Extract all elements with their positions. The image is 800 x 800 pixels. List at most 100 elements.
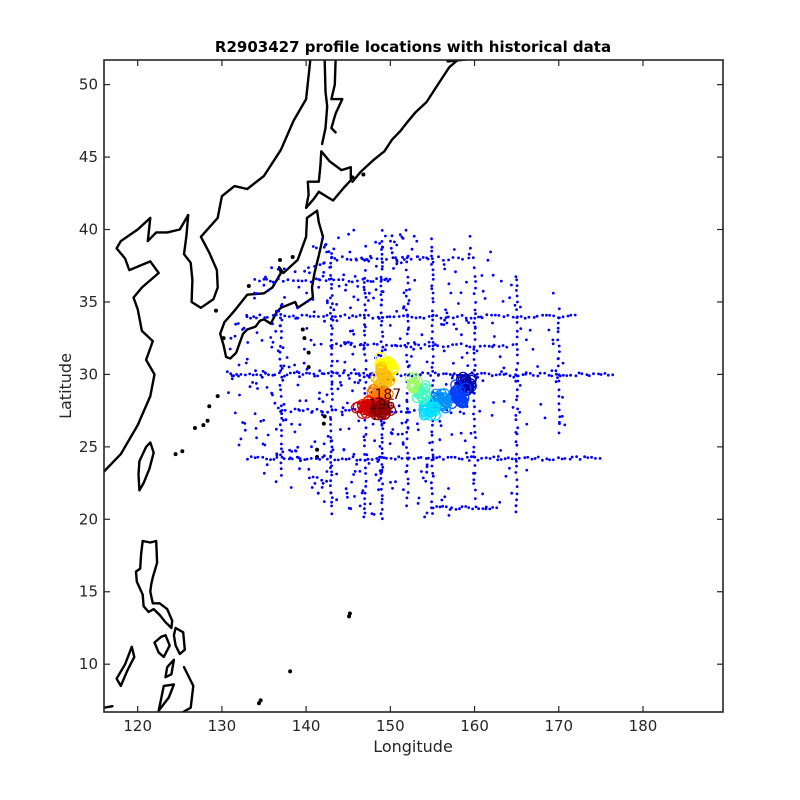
historical-profile-point [450,455,453,459]
historical-profile-point [416,255,420,258]
historical-profile-point [375,457,379,460]
historical-profile-point [337,236,340,240]
historical-profile-point [394,480,397,484]
historical-profile-point [374,288,378,291]
historical-profile-point [358,469,362,473]
historical-profile-point [412,347,415,351]
historical-profile-point [569,313,573,317]
historical-profile-point [255,436,258,440]
historical-profile-point [398,337,402,340]
historical-profile-point [380,316,384,319]
historical-profile-point [514,510,518,514]
historical-profile-point [488,457,492,460]
coastline [320,60,329,146]
historical-profile-point [467,256,471,260]
historical-profile-point [335,319,339,322]
historical-profile-point [329,423,332,426]
historical-profile-point [557,344,561,348]
historical-profile-point [541,313,544,317]
historical-profile-point [406,275,410,279]
historical-profile-point [430,458,434,462]
historical-profile-point [308,372,311,375]
historical-profile-point [427,344,431,348]
profile-location-marker [440,393,452,405]
historical-profile-point [293,430,297,434]
historical-profile-point [390,344,394,348]
historical-profile-point [349,507,353,511]
historical-profile-point [379,419,383,423]
historical-profile-point [280,416,284,420]
historical-profile-point [281,346,285,350]
historical-profile-point [347,457,351,461]
historical-profile-point [379,311,383,315]
historical-profile-point [307,467,311,471]
historical-profile-point [373,439,376,443]
historical-profile-point [583,455,586,459]
historical-profile-point [541,458,544,462]
historical-profile-point [344,457,348,461]
historical-profile-point [406,319,410,323]
historical-profile-point [375,277,378,280]
historical-profile-point [516,426,520,430]
historical-profile-point [343,360,347,364]
historical-profile-point [334,315,337,319]
historical-profile-point [444,316,448,320]
historical-profile-point [515,459,518,463]
historical-profile-point [493,335,496,338]
historical-profile-point [452,372,456,375]
historical-profile-point [364,426,368,430]
historical-profile-point [568,457,572,461]
historical-profile-point [498,500,502,504]
historical-profile-point [364,485,368,488]
historical-profile-point [330,496,334,499]
historical-profile-point [253,291,256,295]
historical-profile-point [329,324,333,327]
historical-profile-point [322,500,326,503]
historical-profile-point [380,248,383,251]
island [221,336,226,341]
historical-profile-point [430,245,434,249]
historical-profile-point [358,504,362,508]
historical-profile-point [347,316,351,320]
historical-profile-point [381,261,384,264]
historical-profile-point [558,415,562,419]
historical-profile-point [560,457,564,461]
historical-profile-point [480,274,484,277]
historical-profile-point [417,496,421,500]
y-tick-label: 20 [79,510,98,528]
historical-profile-point [289,486,293,489]
historical-profile-point [352,295,356,299]
historical-profile-point [395,260,399,263]
historical-profile-point [363,316,366,320]
historical-profile-point [345,491,349,495]
historical-profile-point [556,364,560,368]
historical-profile-point [304,399,308,402]
historical-profile-point [363,418,367,422]
historical-profile-point [518,410,522,414]
historical-profile-point [388,442,392,445]
historical-profile-point [414,316,418,320]
historical-profile-point [457,256,460,260]
historical-profile-point [472,471,475,475]
historical-profile-point [370,512,374,515]
historical-profile-point [318,263,322,266]
historical-profile-point [511,343,515,346]
historical-profile-point [406,426,410,429]
historical-profile-point [384,234,387,238]
historical-profile-point [481,289,485,293]
historical-profile-point [399,410,403,414]
historical-profile-point [456,315,459,318]
island [300,327,305,332]
historical-profile-point [515,398,518,402]
historical-profile-point [494,373,498,377]
historical-profile-point [363,491,367,495]
historical-profile-point [377,317,381,320]
historical-profile-point [444,308,447,312]
historical-profile-point [321,410,324,414]
coastline [219,209,325,360]
island [315,447,320,452]
historical-profile-point [310,411,313,414]
historical-profile-point [480,456,483,460]
historical-profile-point [490,313,493,317]
